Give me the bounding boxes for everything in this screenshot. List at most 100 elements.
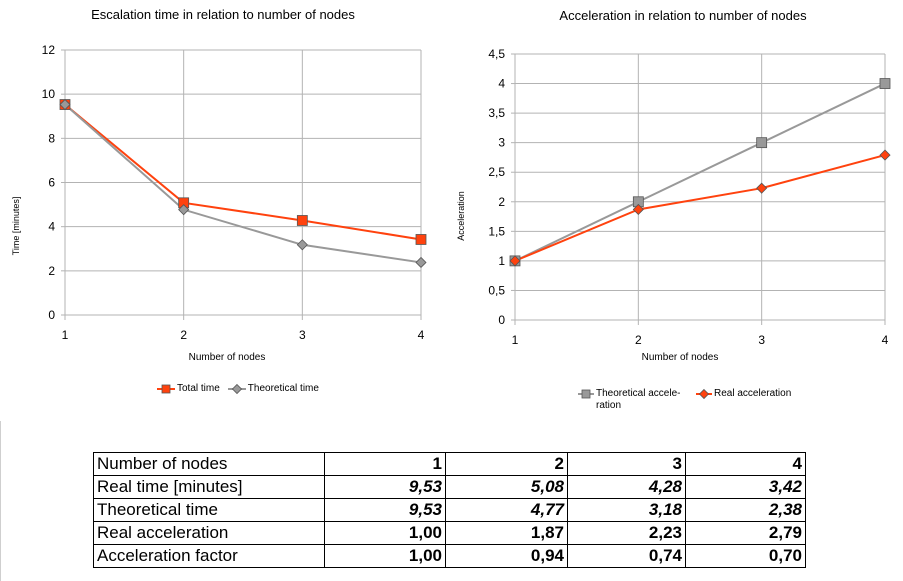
chart-left-point-diamond [415,256,427,269]
chart-right-xlabel: Number of nodes [642,352,719,363]
chart-right-y-tick-label: 0,5 [488,283,505,297]
table-row: Real time [minutes] 9,53 5,08 4,28 3,42 [93,475,806,499]
chart-left-series [59,98,427,269]
table-cell: 5,08 [445,475,568,499]
table-cell: 0,94 [445,544,568,568]
chart-right-series [509,78,891,267]
chart-left-series-line-1 [64,103,422,264]
table-row-label: Theoretical time [93,498,325,522]
chart-left-y-tick-label: 0 [48,308,55,322]
charts-canvas: Escalation time in relation to number of… [11,7,891,363]
table-cell: 2 [445,452,568,476]
results-table: Number of nodes 1 2 3 4 Real time [minut… [93,452,806,568]
table-cell: 3,42 [685,475,806,499]
chart-right-y-tick-label: 1,5 [488,224,505,238]
chart-right-x-ticks: 1 2 3 4 [512,333,889,347]
chart-right-y-tick-label: 2,5 [488,165,505,179]
chart-right-point-square [756,137,768,149]
chart-left-series-line-0 [64,103,422,241]
chart-right-y-tick-label: 4 [498,77,505,91]
table-cell: 2,23 [567,521,686,545]
table-cell: 3 [567,452,686,476]
square-marker-icon [157,384,175,394]
table-cell: 2,38 [685,498,806,522]
legend-item-total-time: Total time [157,383,220,395]
legend-label-theoretical-acceleration: Theoretical accele-ration [596,388,681,411]
chart-right-x-tick-label: 3 [758,333,765,347]
chart-left-x-tick-label: 4 [418,328,425,342]
table-cell: 4 [685,452,806,476]
table-row: Number of nodes 1 2 3 4 [93,452,806,476]
chart-left-y-tick-label: 8 [48,131,55,145]
chart-right-point-diamond [756,182,768,194]
chart-left-y-tick-label: 12 [42,43,56,57]
chart-right-point-diamond [879,149,891,161]
left-edge-divider [0,421,1,581]
chart-right-y-tick-label: 1 [498,254,505,268]
chart-left-x-tick-label: 3 [299,328,306,342]
chart-left-y-tick-label: 6 [48,176,55,190]
chart-right-series-line-1 [514,154,886,262]
table-row-label: Acceleration factor [93,544,325,568]
table-cell: 1 [324,452,446,476]
table-row-label: Real time [minutes] [93,475,325,499]
table-cell: 9,53 [324,475,446,499]
table-cell: 1,87 [445,521,568,545]
chart-left-xlabel: Number of nodes [189,352,266,363]
chart-left-x-ticks: 1 2 3 4 [62,328,425,342]
table-cell: 4,28 [567,475,686,499]
chart-right-y-tick-label: 0 [498,313,505,327]
chart-right-y-tick-label: 3 [498,136,505,150]
chart-right-x-tick-label: 4 [882,333,889,347]
chart-right-series-line-0 [514,82,886,262]
table-cell: 0,74 [567,544,686,568]
chart-left-point-diamond [59,98,71,111]
table-cell: 1,00 [324,521,446,545]
chart-left-x-tick-label: 1 [62,328,69,342]
table-cell: 1,00 [324,544,446,568]
escalation-time-chart: Escalation time in relation to number of… [11,7,427,363]
chart-left-grid [61,49,422,320]
diamond-marker-icon [696,388,712,400]
table-row: Acceleration factor 1,00 0,94 0,74 0,70 [93,544,806,568]
chart-left-y-ticks: 0 2 4 6 8 10 12 [42,43,56,322]
chart-right-y-tick-label: 2 [498,195,505,209]
chart-right-y-tick-label: 3,5 [488,106,505,120]
acceleration-chart: Acceleration in relation to number of no… [456,8,891,363]
chart-right-point-square [879,78,891,89]
chart-left-y-tick-label: 4 [48,220,55,234]
chart-right-x-tick-label: 1 [512,333,519,347]
chart-left-point-square [415,234,427,245]
table-row: Real acceleration 1,00 1,87 2,23 2,79 [93,521,806,545]
legend-label-total-time: Total time [177,383,220,394]
chart-right-y-ticks: 0 0,5 1 1,5 2 2,5 3 3,5 4 4,5 [488,47,505,327]
chart-right-point-diamond [509,255,521,267]
chart-right-point-diamond [632,203,644,216]
square-marker-icon [578,389,594,399]
table-cell: 3,18 [567,498,686,522]
chart-left-legend: Total time Theoretical time [157,383,327,395]
chart-left-title: Escalation time in relation to number of… [91,7,355,22]
diamond-marker-icon [227,383,246,395]
table-row: Theoretical time 9,53 4,77 3,18 2,38 [93,498,806,522]
table-cell: 9,53 [324,498,446,522]
chart-left-y-tick-label: 10 [42,87,56,101]
chart-left-point-square [296,215,308,226]
chart-right-x-tick-label: 2 [635,333,642,347]
chart-left-x-tick-label: 2 [180,328,187,342]
chart-left-y-tick-label: 2 [48,264,55,278]
legend-item-real-acceleration: Real acceleration [696,388,806,400]
chart-right-y-tick-label: 4,5 [488,47,505,61]
table-cell: 4,77 [445,498,568,522]
chart-left-point-diamond [178,204,190,216]
chart-right-legend: Theoretical accele-ration Real accelerat… [578,388,814,412]
table-cell: 2,79 [685,521,806,545]
legend-item-theoretical-time: Theoretical time [227,383,319,395]
table-cell: 0,70 [685,544,806,568]
table-row-label: Real acceleration [93,521,325,545]
legend-label-theoretical-time: Theoretical time [247,383,319,394]
legend-label-real-acceleration: Real acceleration [714,388,792,399]
chart-right-grid [511,53,886,325]
chart-left-point-diamond [296,239,308,251]
chart-right-ylabel: Acceleration [456,191,466,241]
